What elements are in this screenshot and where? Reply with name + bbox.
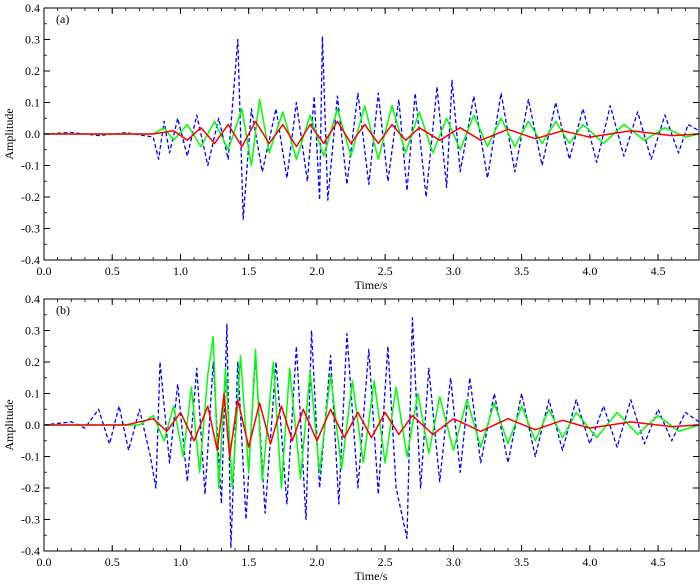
panel-a-y-axis-title: Amplitude	[2, 108, 16, 159]
panel-b-y-axis-title: Amplitude	[2, 399, 16, 450]
panel-b-x-tick-label: 1.0	[173, 555, 188, 569]
panel-b-x-tick-label: 4.0	[582, 555, 597, 569]
panel-b-y-tick-label: -0.3	[21, 513, 40, 527]
panel-a-y-tick-label: 0.4	[25, 1, 40, 15]
panel-a-series-blue-dashed	[44, 35, 699, 220]
panel-b-x-tick-label: 3.0	[446, 555, 461, 569]
panel-b-x-tick-label: 2.0	[309, 555, 324, 569]
panel-a-x-tick-label: 1.0	[173, 264, 188, 278]
panel-a-x-tick-label: 2.5	[378, 264, 393, 278]
panel-b-y-tick-label: 0.3	[25, 324, 40, 338]
panel-a-y-tick-label: -0.3	[21, 222, 40, 236]
panel-a: 0.0 0.5 1.0 1.5 2.0 2.5 3.0 3.5 4.0 4.5 0.4 0.3 0.2 0…	[2, 1, 700, 292]
panel-a-x-tick-label: 4.0	[582, 264, 597, 278]
panel-b-series-red	[44, 392, 699, 458]
panel-b-y-tick-label: 0.2	[25, 355, 40, 369]
panel-a-label: (a)	[56, 12, 69, 26]
panel-a-y-tick-label: 0.1	[25, 96, 40, 110]
panel-a-x-tick-label: 2.0	[309, 264, 324, 278]
panel-b: 0.0 0.5 1.0 1.5 2.0 2.5 3.0 3.5 4.0 4.5 0.4 0.3 0.2 0…	[2, 292, 700, 583]
panel-b-y-tick-label: -0.1	[21, 450, 40, 464]
panel-a-x-tick-label: 3.0	[446, 264, 461, 278]
panel-b-x-tick-label: 0.5	[105, 555, 120, 569]
panel-a-x-tick-label: 1.5	[241, 264, 256, 278]
panel-a-y-tick-label: -0.1	[21, 159, 40, 173]
panel-a-x-tick-label: 0.0	[37, 264, 52, 278]
panel-b-series-blue-dashed	[44, 317, 699, 549]
panel-b-y-tick-label: 0.1	[25, 387, 40, 401]
panel-a-x-axis-title: Time/s	[355, 278, 388, 292]
panel-a-x-tick-label: 0.5	[105, 264, 120, 278]
panel-a-series-green	[44, 98, 699, 167]
panel-b-x-tick-label: 1.5	[241, 555, 256, 569]
panel-a-y-tick-label: 0.3	[25, 33, 40, 47]
panel-b-x-tick-label: 2.5	[378, 555, 393, 569]
panel-b-ticks: 0.0 0.5 1.0 1.5 2.0 2.5 3.0 3.5 4.0 4.5 0.4 0.3 0.2 0…	[21, 292, 699, 569]
panel-b-label: (b)	[56, 303, 70, 317]
panel-b-series-layer	[44, 317, 699, 549]
panel-b-x-tick-label: 3.5	[514, 555, 529, 569]
panel-b-y-tick-label: -0.4	[21, 544, 40, 558]
panel-a-x-tick-label: 3.5	[514, 264, 529, 278]
panel-a-y-tick-label: 0.2	[25, 64, 40, 78]
panel-b-y-tick-label: -0.2	[21, 481, 40, 495]
panel-a-series-red	[44, 120, 699, 148]
panel-a-y-tick-label: -0.2	[21, 190, 40, 204]
panel-a-x-tick-label: 4.5	[651, 264, 666, 278]
panel-b-x-axis-title: Time/s	[355, 569, 388, 583]
panel-a-y-tick-label: 0.0	[25, 127, 40, 141]
panel-b-series-green	[44, 336, 699, 489]
panel-a-series-layer	[44, 35, 699, 220]
panel-b-y-tick-label: 0.4	[25, 292, 40, 306]
panel-b-y-tick-label: 0.0	[25, 418, 40, 432]
panel-a-y-tick-label: -0.4	[21, 253, 40, 267]
panel-b-x-tick-label: 4.5	[651, 555, 666, 569]
panel-b-x-tick-label: 0.0	[37, 555, 52, 569]
panel-a-ticks: 0.0 0.5 1.0 1.5 2.0 2.5 3.0 3.5 4.0 4.5 0.4 0.3 0.2 0…	[21, 1, 699, 278]
